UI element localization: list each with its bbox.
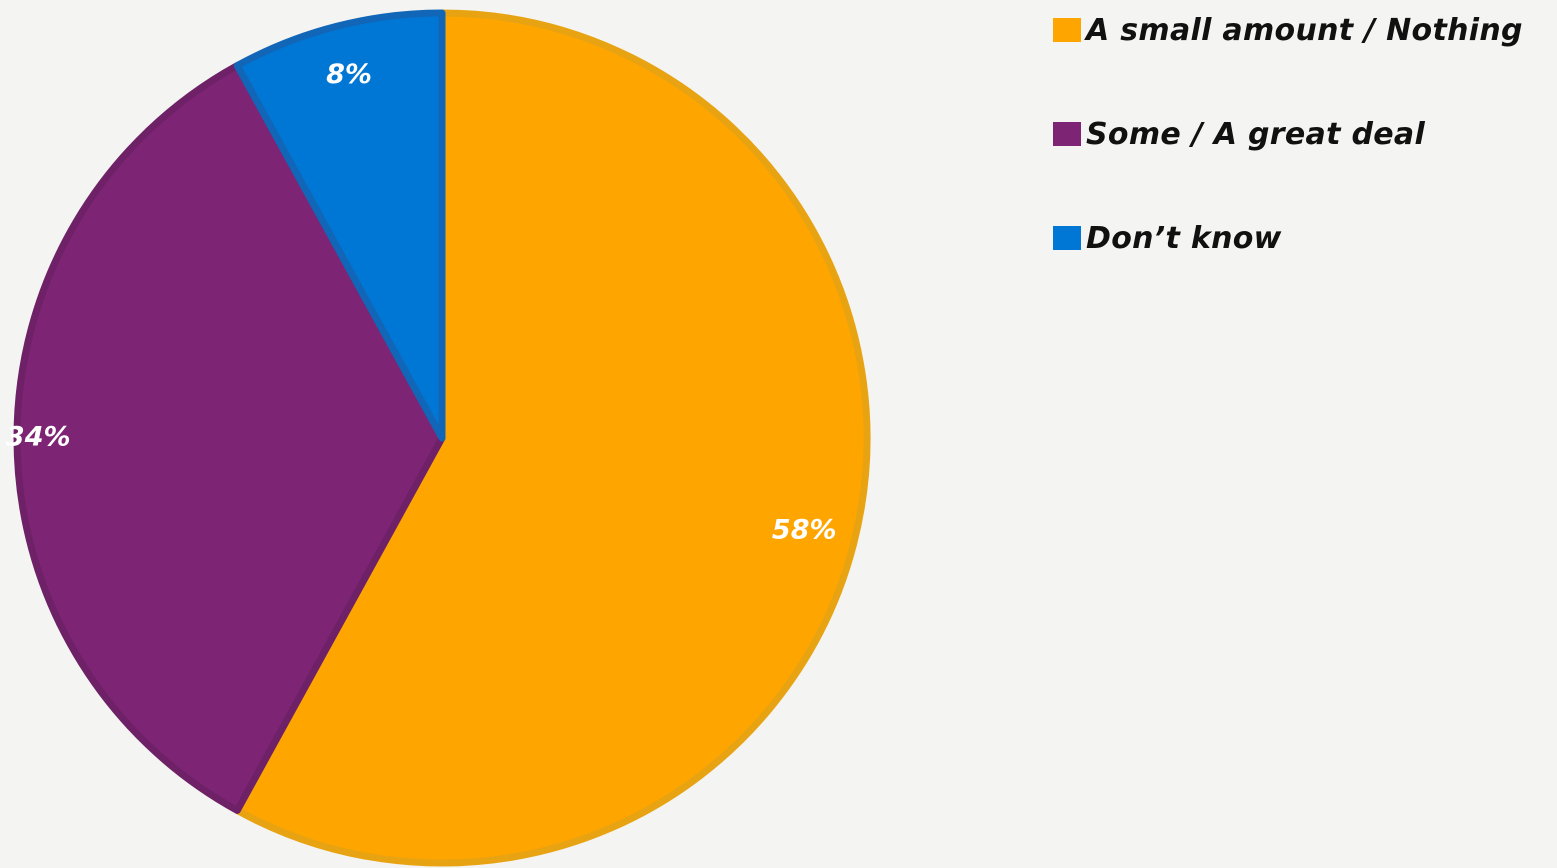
legend-label: A small amount / Nothing [1086, 12, 1523, 48]
pie-slice-dont-know[interactable] [233, 9, 446, 442]
legend-item-dont-know[interactable]: Don’t know [1053, 218, 1523, 258]
pie-slices [13, 9, 871, 867]
legend-swatch [1053, 122, 1081, 146]
legend-label: Don’t know [1086, 220, 1282, 256]
pie-slice-small-amount-nothing[interactable] [233, 9, 871, 867]
data-label-some-great-deal: 34% [6, 422, 71, 453]
legend-item-some-great-deal[interactable]: Some / A great deal [1053, 114, 1523, 154]
data-label-small-amount-nothing: 58% [772, 515, 837, 546]
legend-swatch [1053, 18, 1081, 42]
data-label-dont-know: 8% [326, 59, 372, 90]
legend-item-small-amount-nothing[interactable]: A small amount / Nothing [1053, 10, 1523, 50]
legend: A small amount / Nothing Some / A great … [1053, 10, 1523, 322]
legend-swatch [1053, 226, 1081, 250]
pie-data-labels: 58% 34% 8% [6, 59, 837, 545]
legend-label: Some / A great deal [1086, 116, 1426, 152]
